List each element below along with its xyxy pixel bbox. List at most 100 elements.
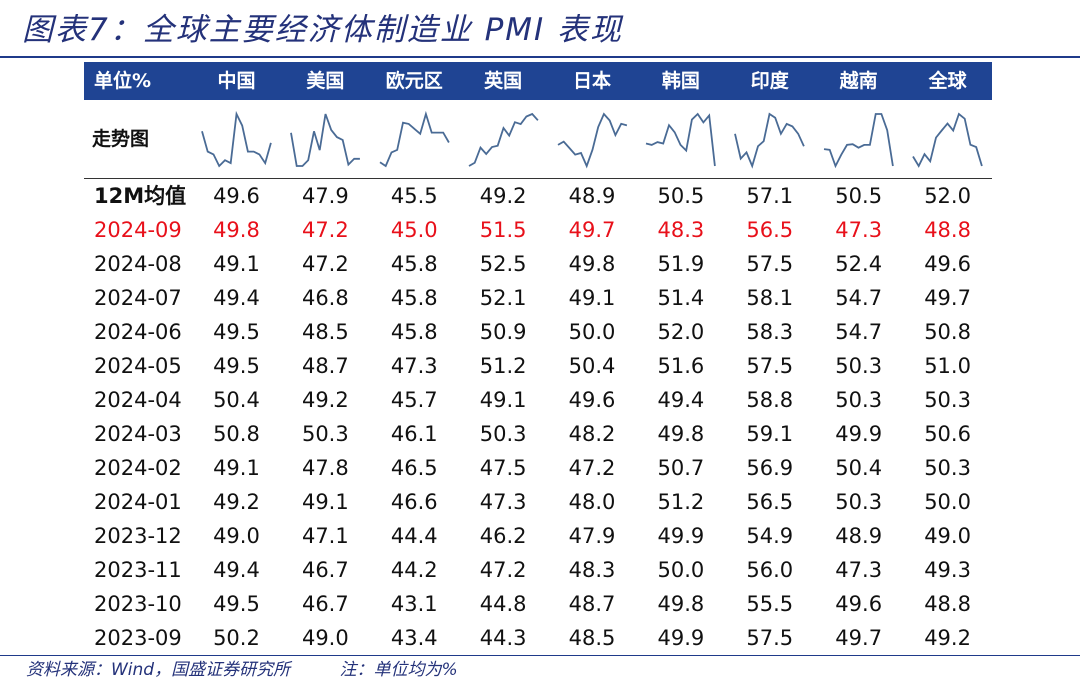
table-cell: 52.0 <box>924 184 971 208</box>
table-cell: 49.8 <box>213 218 260 242</box>
table-cell: 51.2 <box>479 354 527 378</box>
table-cell: 46.2 <box>479 524 527 548</box>
table-row: 2024-05 49.5 48.7 47.3 51.2 50.4 51.6 57.5 50.3 5… <box>84 349 992 383</box>
sparkline-line <box>912 112 983 168</box>
table-cell: 47.3 <box>835 218 883 242</box>
table-cell: 48.7 <box>301 354 349 378</box>
table-cell: 51.4 <box>657 286 705 310</box>
table-cell: 49.1 <box>213 252 260 276</box>
table-cell: 50.2 <box>213 626 260 650</box>
table-cell: 46.1 <box>390 422 438 446</box>
table-cell: 43.4 <box>390 626 438 650</box>
table-cell: 47.8 <box>301 456 349 480</box>
table-cell: 47.2 <box>479 558 527 582</box>
table-cell: 54.7 <box>835 286 883 310</box>
table-cell: 47.3 <box>390 354 438 378</box>
table-cell: 48.9 <box>568 184 616 208</box>
table-cell: 50.8 <box>213 422 260 446</box>
table-cell: 56.0 <box>746 558 794 582</box>
table-cell: 50.3 <box>301 422 349 446</box>
row-label: 2024-01 <box>94 490 182 514</box>
table-cell: 46.7 <box>301 558 349 582</box>
table-cell: 50.6 <box>924 422 971 446</box>
table-cell: 57.5 <box>746 354 794 378</box>
table-cell: 56.9 <box>746 456 794 480</box>
table-cell: 50.3 <box>479 422 527 446</box>
table-cell: 49.6 <box>924 252 971 276</box>
table-cell: 49.3 <box>924 558 971 582</box>
table-cell: 45.8 <box>390 286 438 310</box>
table-cell: 59.1 <box>746 422 794 446</box>
table-cell: 58.8 <box>746 388 794 412</box>
table-cell: 48.9 <box>835 524 883 548</box>
sparkline-line <box>290 113 360 167</box>
table-cell: 47.1 <box>301 524 349 548</box>
figure-title: 图表7：全球主要经济体制造业 PMI 表现 <box>22 12 624 48</box>
trend-row: 走势图 <box>84 100 992 179</box>
table-cell: 56.5 <box>746 490 794 514</box>
table-cell: 50.7 <box>657 456 705 480</box>
table-cell: 44.4 <box>390 524 438 548</box>
table-row: 2023-09 50.2 49.0 43.4 44.3 48.5 49.9 57.5 49.7 4… <box>84 621 992 655</box>
table-cell: 49.4 <box>657 388 705 412</box>
table-cell: 50.0 <box>657 558 705 582</box>
table-row: 2024-02 49.1 47.8 46.5 47.5 47.2 50.7 56.9 50.4 5… <box>84 451 992 485</box>
table-cell: 49.1 <box>479 388 527 412</box>
header-col: 日本 <box>573 70 612 92</box>
table-cell: 51.5 <box>479 218 527 242</box>
header-col: 英国 <box>484 70 523 92</box>
table-cell: 49.4 <box>213 558 260 582</box>
table-cell: 48.8 <box>924 592 971 616</box>
table-cell: 49.1 <box>213 456 260 480</box>
table-cell: 49.6 <box>835 592 883 616</box>
table-cell: 45.0 <box>390 218 438 242</box>
table-cell: 47.2 <box>301 252 349 276</box>
header-col: 美国 <box>306 70 345 92</box>
table-cell: 49.7 <box>835 626 883 650</box>
sparkline <box>734 112 806 169</box>
table-cell: 49.2 <box>479 184 527 208</box>
sparkline-cell <box>903 100 992 178</box>
table-cell: 45.8 <box>390 252 438 276</box>
sparkline-cell <box>548 100 637 178</box>
table-cell: 44.2 <box>390 558 438 582</box>
sparkline-cell <box>192 100 281 178</box>
table-cell: 47.2 <box>301 218 349 242</box>
table-cell: 50.3 <box>835 354 883 378</box>
table-cell: 49.9 <box>835 422 883 446</box>
table-cell: 46.5 <box>390 456 438 480</box>
sparkline-line <box>379 110 450 168</box>
table-cell: 49.1 <box>301 490 349 514</box>
table-cell: 47.2 <box>568 456 616 480</box>
table-cell: 49.1 <box>568 286 616 310</box>
sparkline-line <box>468 112 539 167</box>
row-label: 2024-04 <box>94 388 182 412</box>
sparkline-cell <box>725 100 814 178</box>
table-cell: 50.3 <box>924 456 971 480</box>
table-cell: 49.2 <box>924 626 971 650</box>
table-cell: 48.2 <box>568 422 616 446</box>
table-cell: 47.3 <box>479 490 527 514</box>
sparkline-line <box>646 112 717 167</box>
header-col: 越南 <box>839 70 878 92</box>
sparkline <box>824 113 895 169</box>
table-cell: 57.5 <box>746 626 794 650</box>
header-col: 印度 <box>750 70 789 92</box>
table-cell: 54.9 <box>746 524 794 548</box>
table-cell: 50.4 <box>568 354 616 378</box>
header-col: 欧元区 <box>385 70 443 92</box>
table-cell: 49.0 <box>301 626 349 650</box>
sparkline-cell <box>370 100 459 178</box>
table-row: 2024-04 50.4 49.2 45.7 49.1 49.6 49.4 58.8 50.3 5… <box>84 383 992 417</box>
table-row: 2023-11 49.4 46.7 44.2 47.2 48.3 50.0 56.0 47.3 4… <box>84 553 992 587</box>
row-label: 2024-05 <box>94 354 182 378</box>
table-cell: 48.8 <box>924 218 971 242</box>
table-cell: 49.0 <box>924 524 971 548</box>
row-label: 2024-03 <box>94 422 182 446</box>
table-cell: 49.7 <box>568 218 616 242</box>
table-cell: 47.9 <box>301 184 349 208</box>
table-cell: 50.0 <box>568 320 616 344</box>
row-label: 2023-12 <box>94 524 182 548</box>
row-label: 2023-09 <box>94 626 182 650</box>
sparkline-cell <box>636 100 725 178</box>
